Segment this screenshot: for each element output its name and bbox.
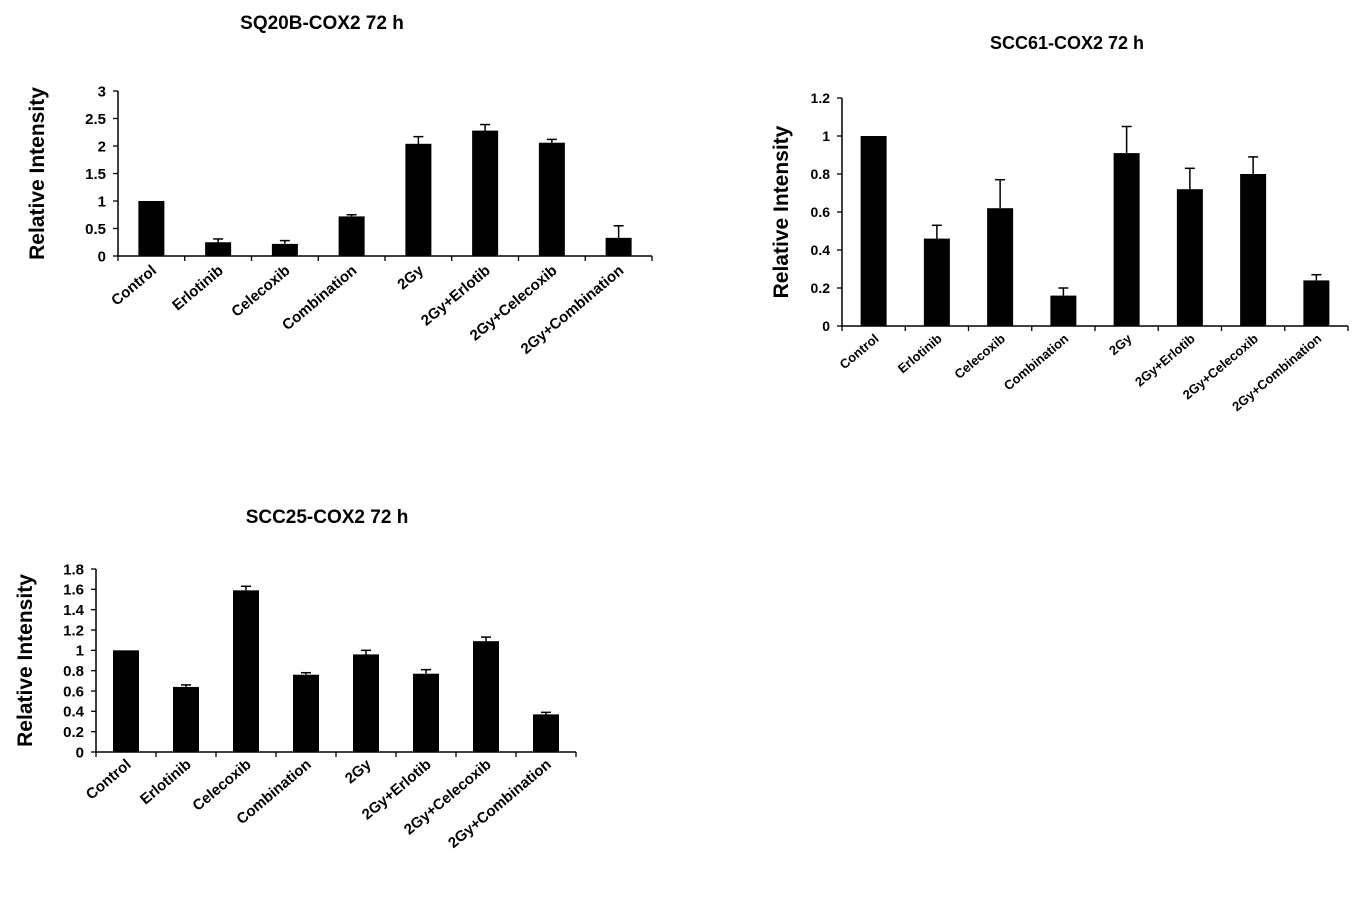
y-tick-label: 0.6 bbox=[811, 204, 831, 220]
y-tick-label: 0.5 bbox=[85, 221, 106, 238]
x-tick-label: Erlotinib bbox=[169, 262, 227, 314]
y-tick-label: 0.2 bbox=[63, 724, 84, 741]
bar bbox=[413, 673, 439, 752]
y-tick-label: 1.2 bbox=[811, 90, 831, 106]
y-tick-label: 1 bbox=[98, 193, 106, 210]
chart-title: SQ20B-COX2 72 h bbox=[240, 13, 404, 34]
y-tick-label: 0 bbox=[98, 248, 106, 265]
bar bbox=[271, 243, 298, 256]
y-tick-label: 2.5 bbox=[85, 111, 106, 128]
bar bbox=[1240, 174, 1267, 326]
bar bbox=[987, 208, 1014, 326]
bar bbox=[338, 216, 365, 256]
bar bbox=[1113, 153, 1140, 326]
chart-1: SQ20B-COX2 72 h Relative Intensity 0 0.5 1 1.… bbox=[26, 13, 653, 358]
bar bbox=[605, 237, 632, 256]
x-tick-label: Control bbox=[83, 756, 135, 803]
x-tick-label: Control bbox=[108, 262, 160, 309]
y-tick-label: 0.8 bbox=[63, 663, 84, 680]
y-tick-label: 3 bbox=[98, 83, 106, 100]
y-tick-label: 0.2 bbox=[811, 280, 831, 296]
chart-title: SCC25-COX2 72 h bbox=[246, 507, 409, 528]
bar bbox=[538, 142, 565, 256]
bar bbox=[138, 201, 165, 256]
y-axis-label: Relative Intensity bbox=[14, 574, 37, 747]
y-tick-label: 0.4 bbox=[63, 704, 85, 721]
y-tick-label: 1 bbox=[76, 643, 84, 660]
bar bbox=[1176, 189, 1203, 326]
x-tick-label: Combination bbox=[1001, 331, 1072, 394]
chart-title: SCC61-COX2 72 h bbox=[990, 33, 1144, 53]
y-tick-label: 0.4 bbox=[811, 242, 831, 258]
x-tick-label: Control bbox=[837, 331, 882, 372]
y-tick-label: 0.8 bbox=[811, 166, 831, 182]
y-tick-label: 1.6 bbox=[63, 582, 84, 599]
x-tick-label: Erlotinib bbox=[895, 331, 945, 376]
x-tick-label: 2Gy bbox=[394, 262, 427, 294]
bar bbox=[923, 238, 950, 326]
x-tick-label: Celecoxib bbox=[951, 331, 1008, 382]
chart-2: SCC61-COX2 72 h Relative Intensity 0 0.2 0.4… bbox=[770, 33, 1349, 414]
y-tick-label: 0 bbox=[76, 744, 84, 761]
y-tick-label: 2 bbox=[98, 138, 106, 155]
bar bbox=[113, 650, 139, 752]
bar bbox=[173, 686, 199, 752]
x-tick-label: 2Gy bbox=[342, 756, 375, 788]
y-tick-label: 1.5 bbox=[85, 166, 106, 183]
bar bbox=[533, 714, 559, 752]
bar bbox=[233, 590, 259, 752]
x-tick-label: 2Gy bbox=[1106, 330, 1135, 358]
x-tick-label: Erlotinib bbox=[137, 756, 195, 808]
x-tick-label: 2Gy+Erlotib bbox=[1132, 331, 1198, 390]
x-tick-label: Celecoxib bbox=[228, 262, 293, 321]
y-tick-label: 0.6 bbox=[63, 683, 84, 700]
y-axis-label: Relative Intensity bbox=[26, 87, 49, 260]
bar bbox=[205, 242, 232, 256]
bar bbox=[1050, 295, 1077, 326]
y-tick-label: 0 bbox=[822, 318, 830, 334]
bar bbox=[353, 654, 379, 752]
y-tick-label: 1.4 bbox=[63, 602, 85, 619]
bar bbox=[293, 674, 319, 752]
chart-3: SCC25-COX2 72 h Relative Intensity 0 0.2 0.4… bbox=[14, 507, 577, 852]
x-tick-label: 2Gy+Combination bbox=[445, 756, 555, 852]
y-tick-label: 1.8 bbox=[63, 561, 84, 578]
y-tick-label: 1.2 bbox=[63, 622, 84, 639]
bar bbox=[472, 130, 499, 256]
bar bbox=[473, 641, 499, 752]
y-tick-label: 1 bbox=[822, 128, 830, 144]
bar bbox=[860, 136, 887, 326]
bar bbox=[405, 143, 432, 256]
y-axis-label: Relative Intensity bbox=[770, 125, 793, 298]
bar bbox=[1303, 280, 1330, 326]
